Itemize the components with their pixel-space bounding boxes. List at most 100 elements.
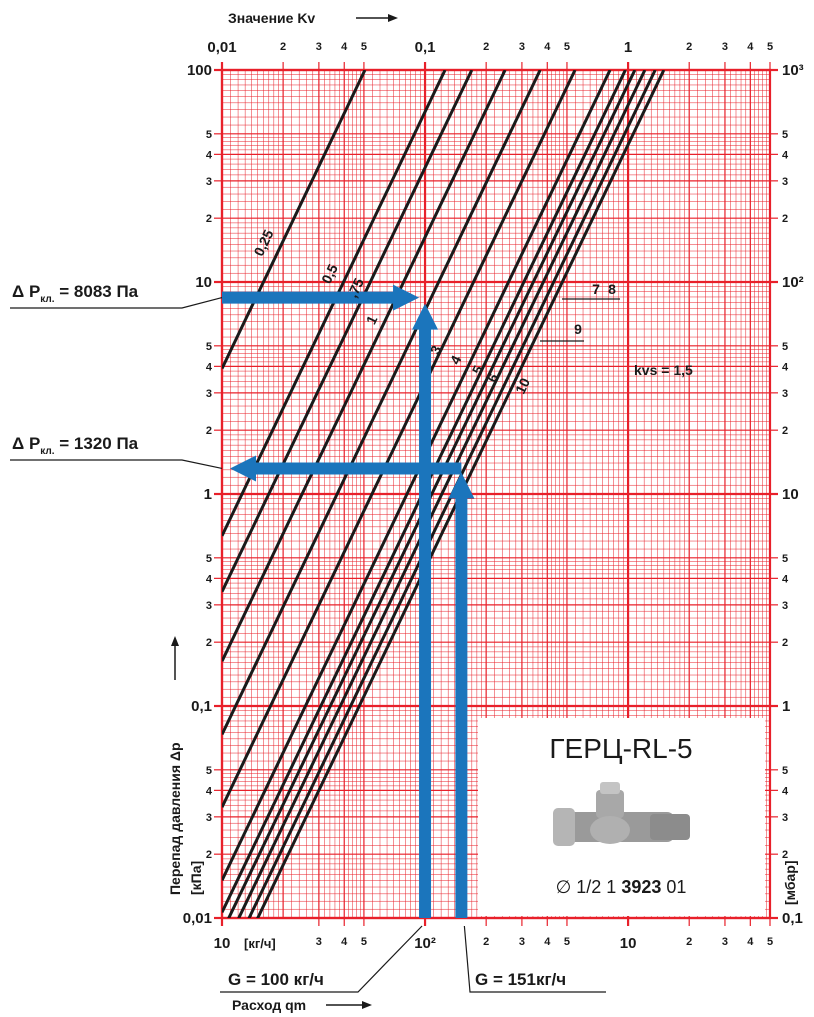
kv-line-label: 9 [574,321,582,337]
y-tick-label: 2 [206,425,212,437]
code-start: ∅ 1/2 1 [556,877,622,897]
y-tick-label: 5 [206,553,212,565]
y2-tick-label: 3 [782,176,788,188]
y2-tick-label: 1 [782,698,790,715]
kv-line-label: 0,5 [318,261,341,286]
dp-annotation: Δ Pкл. = 8083 Па [12,282,139,305]
y2-tick-label: 10 [782,486,799,503]
y-tick-label: 3 [206,812,212,824]
valve-top [596,790,624,818]
overlay [10,284,620,993]
x2-tick-label: 3 [316,936,322,948]
title-arrowhead [362,1001,372,1009]
y-tick-label: 5 [206,341,212,353]
y2-tick-label: 5 [782,765,788,777]
x2-tick-label: 5 [564,936,570,948]
x-axis-title: Значение Kv [228,10,315,26]
y2-tick-label: 4 [782,785,789,797]
kv-line [222,70,612,881]
kv-line [222,70,367,370]
y-tick-label: 4 [206,573,213,585]
valve-image [553,782,690,846]
x2-axis-unit: [кг/ч] [244,936,276,951]
y2-tick-label: 3 [782,812,788,824]
x2-tick-label: 4 [341,936,348,948]
kv-line [256,70,666,918]
y-tick-label: 3 [206,600,212,612]
y-tick-label: 5 [206,765,212,777]
reading-arrow [412,303,439,918]
dp-annotation: Δ Pкл. = 1320 Па [12,434,139,457]
code-end: 01 [661,877,686,897]
y2-tick-label: 5 [782,341,788,353]
x-tick-label: 3 [316,41,322,53]
plot-border [220,68,772,920]
dp-label: = 8083 Па [55,282,139,301]
kv-line [247,70,657,918]
y-tick-label: 3 [206,176,212,188]
y-tick-label: 2 [206,213,212,225]
y-axis-unit: [кПа] [188,861,204,895]
reading-arrow [448,472,475,918]
y-tick-label: 10 [195,274,212,291]
x-tick-label: 3 [519,41,525,53]
x-tick-label: 5 [564,41,570,53]
kv-line [237,70,647,918]
x2-tick-label: 3 [722,936,728,948]
y-tick-label: 100 [187,62,212,79]
y-tick-label: 2 [206,637,212,649]
y2-tick-label: 2 [782,849,788,861]
x-tick-label: 5 [767,41,773,53]
x2-tick-label: 4 [747,936,754,948]
x-tick-label: 2 [686,41,692,53]
y-tick-label: 4 [206,361,213,373]
y2-tick-label: 3 [782,388,788,400]
product-box: ГЕРЦ-RL-5 ∅ 1/2 1 3923 01 [478,718,765,916]
reading-arrow [222,284,420,311]
valve-nut [553,808,575,846]
kv-line-label: ,75 [344,275,367,300]
kv-line-label: 7 [592,281,600,297]
x-tick-label: 5 [361,41,367,53]
x-tick-label: 4 [747,41,754,53]
y2-tick-label: 4 [782,573,789,585]
y-tick-label: 3 [206,388,212,400]
valve-thread [650,814,690,840]
y-tick-label: 2 [206,849,212,861]
valve-center [590,816,630,844]
x2-tick-label: 2 [483,936,489,948]
dp-subscript: кл. [40,446,54,457]
x2-tick-label: 5 [361,936,367,948]
x2-tick-label: 10² [414,935,436,952]
title-arrowhead [171,636,179,646]
y2-tick-label: 5 [782,129,788,141]
y2-tick-label: 5 [782,553,788,565]
y-tick-label: 1 [204,486,212,503]
annotation-line [463,925,606,993]
y-tick-label: 4 [206,149,213,161]
dp-prefix: Δ P [12,282,40,301]
y2-axis-unit: [мбар] [782,861,798,905]
flow-annotation: G = 151кг/ч [475,970,566,989]
annotation-line [10,459,223,470]
kv-line-label: 10 [512,375,533,396]
x-tick-label: 4 [544,41,551,53]
x-tick-label: 2 [483,41,489,53]
y2-tick-label: 4 [782,361,789,373]
y2-tick-label: 10³ [782,62,804,79]
product-title: ГЕРЦ-RL-5 [549,733,692,764]
title-arrowhead [388,14,398,22]
x-tick-label: 0,1 [415,39,436,56]
x2-tick-label: 10 [620,935,637,952]
y-tick-label: 4 [206,785,213,797]
x2-tick-label: 5 [767,936,773,948]
kv-line [222,70,577,808]
y-tick-label: 0,01 [183,910,212,927]
y2-tick-label: 10² [782,274,804,291]
x2-tick-label: 4 [544,936,551,948]
y-tick-label: 0,1 [191,698,212,715]
x-tick-label: 4 [341,41,348,53]
y2-tick-label: 4 [782,149,789,161]
x2-tick-label: 10 [214,935,231,952]
